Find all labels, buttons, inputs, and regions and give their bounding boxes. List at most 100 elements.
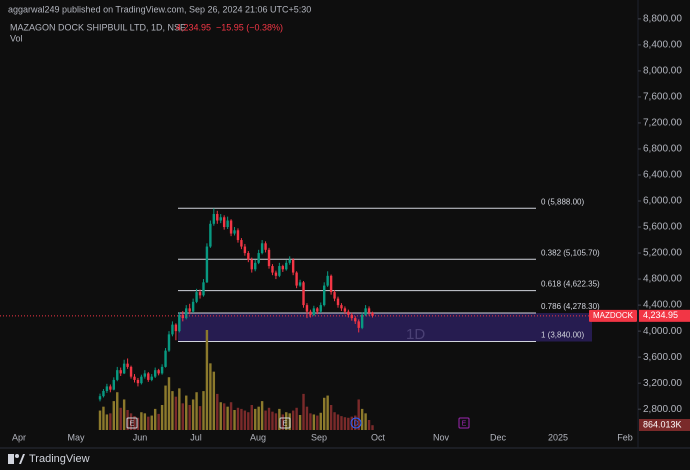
volume-bar — [305, 406, 309, 430]
volume-bar — [209, 363, 212, 430]
candle-body — [260, 243, 264, 254]
candle-body — [236, 230, 240, 241]
candle-body — [357, 321, 360, 328]
volume-bar — [264, 410, 267, 430]
candle-body — [271, 266, 274, 273]
fib-zone — [178, 313, 592, 342]
event-label: E — [283, 420, 288, 427]
volume-bar — [291, 410, 295, 430]
volume-bar — [326, 395, 329, 430]
candle-body — [350, 314, 354, 319]
volume-bar — [243, 410, 247, 430]
y-tick-label: 6,000.00 — [643, 196, 682, 207]
volume-bar — [150, 415, 153, 430]
candle-body — [347, 311, 350, 315]
candle-body — [102, 390, 105, 397]
volume-bar — [233, 410, 236, 430]
volume-bar — [219, 402, 222, 430]
volume-bar — [240, 408, 243, 430]
candle-body — [216, 214, 219, 221]
volume-bar — [143, 413, 147, 430]
x-tick-label: Jul — [190, 432, 202, 442]
candle-body — [250, 259, 253, 270]
volume-bar — [185, 395, 188, 430]
volume-bar — [271, 411, 274, 430]
candle-body — [319, 305, 322, 312]
volume-bar — [323, 397, 326, 430]
candle-body — [105, 386, 109, 391]
candle-body — [205, 246, 209, 283]
volume-bar — [205, 330, 209, 430]
candle-body — [185, 308, 188, 319]
y-tick-label: 6,400.00 — [643, 170, 682, 181]
brand-logo — [8, 454, 25, 464]
volume-bar — [254, 408, 257, 430]
volume-bar — [298, 415, 302, 430]
volume-bar — [229, 402, 233, 430]
candle-body — [360, 314, 364, 328]
candle-body — [147, 373, 150, 380]
y-tick-label: 8,400.00 — [643, 40, 682, 51]
candle-body — [291, 259, 295, 273]
x-tick-label: Jun — [133, 432, 148, 442]
volume-bar — [236, 407, 240, 430]
candle-body — [129, 366, 133, 377]
volume-bar — [278, 408, 281, 430]
candle-body — [133, 376, 136, 380]
volume-bar — [119, 407, 122, 430]
y-tick-label: 7,200.00 — [643, 118, 682, 129]
volume-bar — [267, 407, 271, 430]
volume-bar — [136, 417, 140, 430]
price-tag-bg — [639, 309, 690, 322]
volume-bar — [109, 413, 112, 430]
x-tick-label: Sep — [311, 432, 327, 442]
event-label: D — [353, 420, 358, 427]
fib-label: 0.786 (4,278.30) — [541, 302, 600, 311]
y-tick-label: 8,000.00 — [643, 66, 682, 77]
x-tick-label: Apr — [12, 432, 26, 442]
candle-body — [222, 217, 226, 228]
volume-bar — [167, 377, 171, 430]
candle-body — [209, 223, 212, 247]
volume-bar — [202, 391, 205, 430]
candle-body — [305, 305, 309, 312]
candle-body — [122, 363, 126, 374]
y-tick-label: 2,800.00 — [643, 404, 682, 415]
volume-bar — [281, 414, 285, 430]
volume-bar — [191, 399, 195, 430]
volume-bar — [250, 405, 253, 430]
event-marker — [126, 417, 138, 429]
volume-bar — [257, 406, 260, 430]
y-tick-label: 4,400.00 — [643, 300, 682, 311]
candle-body — [340, 305, 343, 309]
candle-body — [233, 230, 236, 234]
candle-body — [195, 292, 198, 302]
price-change: −15.95 (−0.38%) — [216, 22, 283, 32]
candle-body — [126, 363, 129, 367]
y-tick-label: 8,800.00 — [643, 14, 682, 25]
candle-body — [109, 386, 112, 390]
event-label: E — [130, 420, 135, 427]
x-tick-label: Feb — [617, 432, 633, 442]
volume-bar — [354, 415, 357, 430]
volume-label: Vol — [10, 33, 23, 43]
volume-bar — [164, 385, 167, 430]
candle-body — [171, 324, 174, 335]
fib-label: 1 (3,840.00) — [541, 331, 584, 340]
volume-bar — [171, 391, 174, 430]
candle-body — [295, 272, 298, 286]
y-tick-label: 3,600.00 — [643, 352, 682, 363]
volume-bar — [188, 405, 191, 430]
candle-body — [367, 308, 371, 313]
event-marker — [279, 417, 291, 429]
candle-body — [140, 376, 143, 384]
x-tick-label: Dec — [490, 432, 507, 442]
candle-body — [371, 312, 374, 316]
volume-bar — [222, 403, 226, 430]
volume-bar — [116, 392, 119, 430]
candle-body — [302, 282, 305, 306]
candle-body — [229, 220, 233, 234]
candle-body — [178, 314, 181, 332]
